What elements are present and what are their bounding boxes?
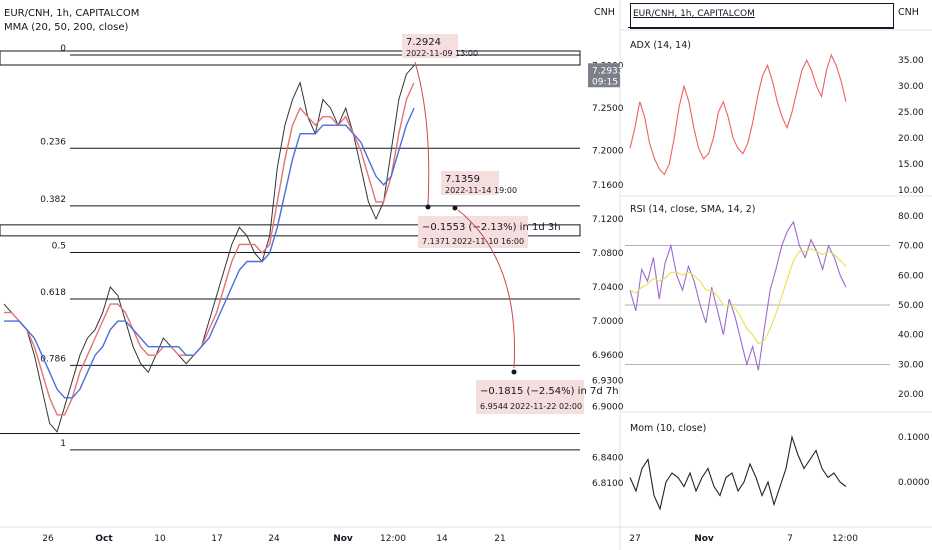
rsi-pane: 80.00 70.00 60.00 50.00 40.00 30.00 20.00 — [625, 212, 924, 400]
mini-currency-label: CNH — [898, 7, 919, 18]
right-time-tick: 12:00 — [832, 534, 858, 544]
indicator-tick: 40.00 — [898, 331, 924, 341]
adx-pane: 35.00 30.00 25.00 20.00 15.00 10.00 — [629, 53, 924, 196]
indicator-tick: 15.00 — [898, 160, 924, 170]
right-time-tick: 7 — [787, 534, 793, 544]
rsi-title: RSI (14, close, SMA, 14, 2) — [630, 204, 756, 215]
arrow-2 — [457, 209, 516, 369]
indicator-tick: 70.00 — [898, 242, 924, 252]
series-line-close — [3, 65, 415, 433]
move2-box — [476, 380, 584, 414]
indicator-tick: 50.00 — [898, 301, 924, 311]
last-price: 7.2933 — [592, 66, 624, 76]
adx-title: ADX (14, 14) — [630, 40, 691, 51]
move2: −0.1815 (−2.54%) in 7d 7h — [480, 386, 619, 397]
mom-pane: 0.1000 0.0000 — [629, 433, 930, 511]
countdown: 09:15 — [592, 77, 618, 87]
main-time-axis: 26 Oct 10 17 24 Nov 12:00 14 21 — [42, 534, 505, 544]
time-tick: 10 — [154, 534, 166, 544]
indicator-line — [629, 53, 847, 176]
fib-levels: 0 0.236 0.382 0.5 0.618 0.786 1 — [0, 44, 581, 451]
top-date: 2022-11-09 13:00 — [406, 49, 478, 58]
indicator-tick: 25.00 — [898, 108, 924, 118]
mid-point — [452, 205, 458, 211]
mom-title: Mom (10, close) — [630, 423, 707, 434]
highlight-box-mid — [0, 224, 581, 237]
price-tick: 6.9600 — [592, 351, 624, 361]
indicator-tick: 20.00 — [898, 134, 924, 144]
indicator-tick: 60.00 — [898, 271, 924, 281]
right-time-axis: 27 Nov 7 12:00 — [629, 534, 858, 544]
price-tick: 7.2500 — [592, 104, 624, 114]
time-tick: 24 — [268, 534, 280, 544]
indicator-tick: 10.00 — [898, 186, 924, 196]
indicator-label: MMA (20, 50, 200, close) — [4, 22, 129, 33]
fib-label: 1 — [60, 439, 66, 449]
move1-price: 7.1371 — [422, 237, 450, 246]
move2-date: 2022-11-22 02:00 — [510, 402, 582, 411]
top-price: 7.2924 — [406, 37, 441, 48]
fib-label: 0.786 — [40, 354, 66, 364]
main-series — [3, 65, 415, 433]
mini-chart-rule — [628, 27, 894, 28]
price-tick: 6.9300 — [592, 377, 624, 387]
move2-price: 6.9544 — [480, 402, 508, 411]
time-tick: Oct — [95, 534, 113, 544]
fib-label: 0 — [60, 44, 66, 54]
indicator-tick: 0.0000 — [898, 478, 930, 488]
indicator-line — [629, 434, 847, 511]
main-currency-label: CNH — [594, 7, 615, 18]
indicator-tick: 35.00 — [898, 56, 924, 66]
time-tick: 17 — [211, 534, 222, 544]
mini-chart-title: EUR/CNH, 1h, CAPITALCOM — [633, 9, 755, 19]
mini-chart-frame — [630, 3, 894, 29]
fib-label: 0.5 — [52, 241, 66, 251]
mid-price: 7.1359 — [445, 174, 480, 185]
mid-label-box — [441, 171, 499, 195]
indicator-line — [629, 247, 847, 345]
time-tick: 12:00 — [380, 534, 406, 544]
move1: −0.1553 (−2.13%) in 1d 3h — [422, 222, 561, 233]
indicator-tick: 0.1000 — [898, 433, 930, 443]
arrow-1-end — [425, 204, 431, 210]
indicator-line — [629, 220, 847, 371]
price-tick: 6.8100 — [592, 479, 624, 489]
time-tick: 14 — [436, 534, 448, 544]
right-time-tick: Nov — [694, 534, 714, 544]
price-tick: 7.2000 — [592, 147, 624, 157]
price-tick: 7.0400 — [592, 283, 624, 293]
fib-label: 0.236 — [40, 137, 66, 147]
fib-label: 0.382 — [40, 195, 66, 205]
series-line-mma-50 — [4, 107, 415, 399]
indicator-tick: 80.00 — [898, 212, 924, 222]
highlight-box-top — [0, 50, 581, 66]
indicator-tick: 30.00 — [898, 360, 924, 370]
indicator-tick: 30.00 — [898, 82, 924, 92]
move1-date: 2022-11-10 16:00 — [452, 237, 524, 246]
move1-box — [418, 216, 528, 248]
time-tick: 26 — [42, 534, 54, 544]
price-tick: 6.8400 — [592, 453, 624, 463]
price-tick: 6.9000 — [592, 402, 624, 412]
price-tick: 7.0000 — [592, 317, 624, 327]
price-tick: 7.0800 — [592, 249, 624, 259]
fib-label: 0.618 — [40, 288, 66, 298]
chart-title: EUR/CNH, 1h, CAPITALCOM — [4, 8, 140, 19]
price-tick: 7.1600 — [592, 181, 624, 191]
time-tick: Nov — [333, 534, 353, 544]
top-label-box — [402, 34, 458, 58]
right-time-tick: 27 — [629, 534, 640, 544]
mid-date: 2022-11-14 19:00 — [445, 186, 517, 195]
last-price-badge — [588, 63, 620, 88]
indicator-tick: 20.00 — [898, 390, 924, 400]
main-price-axis: 7.30007.25007.20007.16007.12007.08007.04… — [588, 62, 624, 489]
arrow-2-end — [511, 369, 517, 375]
price-tick: 7.1200 — [592, 215, 624, 225]
arrow-1 — [414, 61, 430, 206]
time-tick: 21 — [494, 534, 505, 544]
